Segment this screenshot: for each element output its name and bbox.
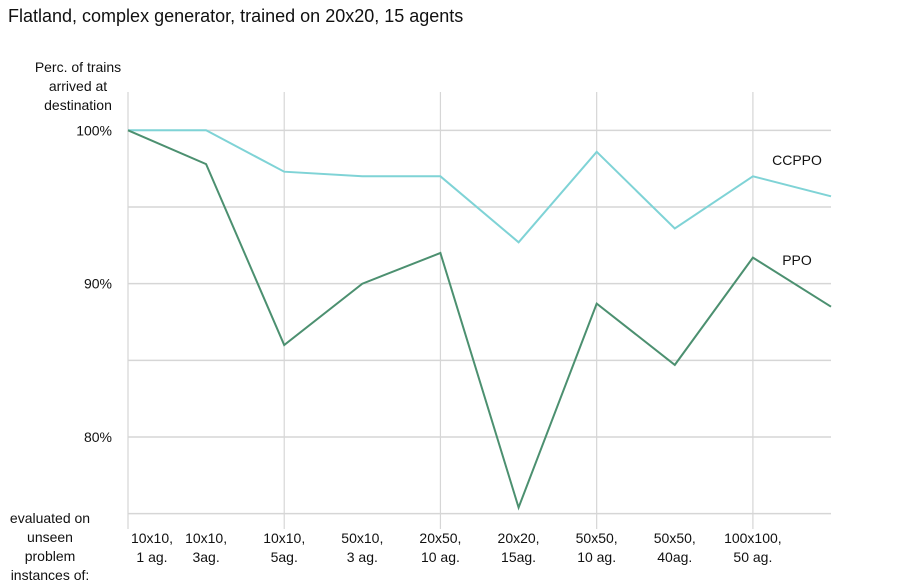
x-axis-label-line: evaluated on [9, 510, 91, 526]
y-axis-label: Perc. of trains arrived at destination [20, 58, 136, 115]
x-tick-label: 10x10, [131, 530, 173, 546]
x-tick-label: 1 ag. [136, 549, 167, 565]
y-tick-label: 90% [84, 276, 112, 292]
x-tick-label: 20x20, [498, 530, 540, 546]
x-tick-label: 10 ag. [577, 549, 616, 565]
x-tick-label: 50x50, [576, 530, 618, 546]
x-tick-label: 50x50, [654, 530, 696, 546]
x-tick-label: 10x10, [185, 530, 227, 546]
series-label-ccppo: CCPPO [772, 152, 822, 168]
x-tick-label: 10 ag. [421, 549, 460, 565]
series-line-ccppo [128, 129, 832, 244]
chart-title: Flatland, complex generator, trained on … [8, 6, 464, 26]
x-tick-label: 5ag. [271, 549, 298, 565]
x-tick-label: 100x100, [724, 530, 782, 546]
y-axis-label-line: destination [44, 97, 112, 113]
x-tick-label: 50x10, [341, 530, 383, 546]
x-tick-label: 15ag. [501, 549, 536, 565]
y-tick-label: 80% [84, 429, 112, 445]
x-tick-label: 50 ag. [733, 549, 772, 565]
series-label-ppo: PPO [782, 252, 812, 268]
x-axis-label-line: unseen problem [24, 529, 76, 564]
x-tick-label: 40ag. [657, 549, 692, 565]
x-tick-label: 10x10, [263, 530, 305, 546]
x-tick-label: 3ag. [192, 549, 219, 565]
y-axis-label-line: Perc. of trains [34, 59, 122, 75]
series-line-ppo [127, 129, 832, 511]
y-axis-label-line: arrived at [48, 78, 108, 94]
line-chart: 100% 90% 80% 10x10, 1 ag. 10x10, 3ag. 10x10, 5ag… [76, 92, 832, 565]
y-tick-label: 100% [76, 122, 112, 138]
x-tick-label: 20x50, [419, 530, 461, 546]
x-tick-label: 3 ag. [347, 549, 378, 565]
